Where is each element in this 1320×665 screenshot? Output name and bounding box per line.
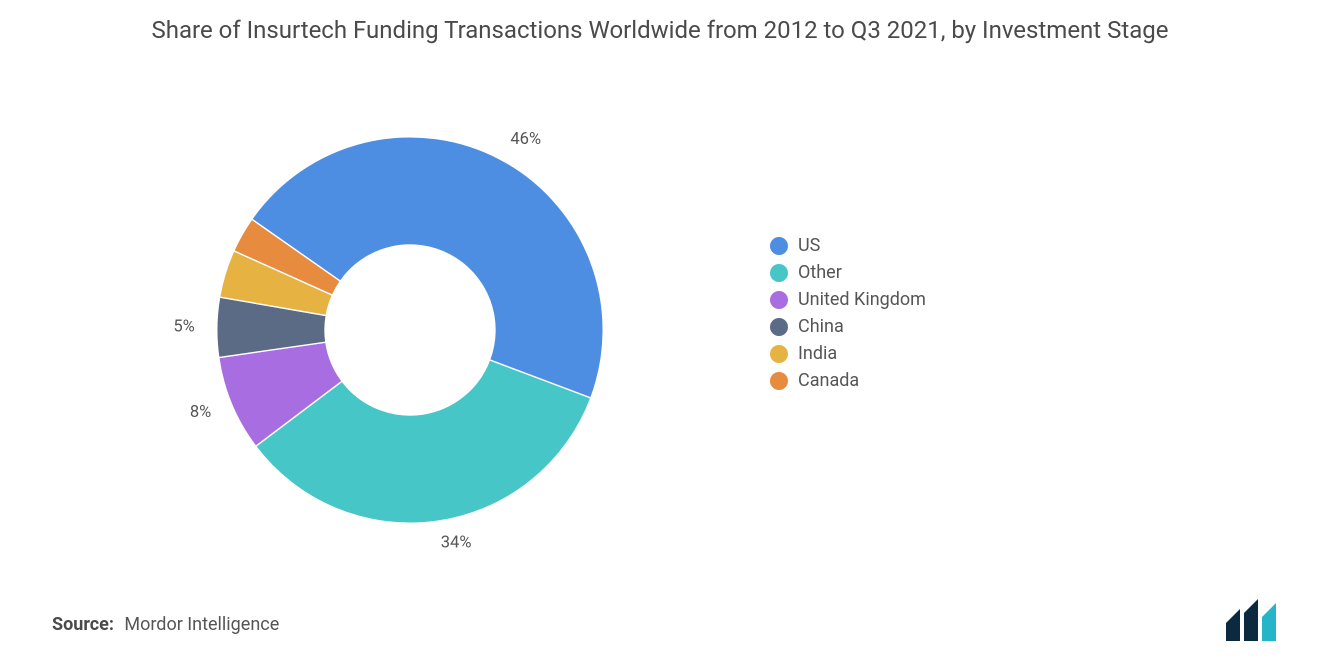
legend-label: Canada — [798, 370, 859, 391]
donut-svg: 46%34%8%5% — [180, 100, 640, 560]
legend: US Other United Kingdom China India Canada — [770, 235, 926, 397]
legend-item: United Kingdom — [770, 289, 926, 310]
source-attribution: Source: Mordor Intelligence — [52, 614, 279, 635]
slice-label: 34% — [441, 533, 472, 552]
legend-dot — [770, 264, 788, 282]
source-prefix: Source: — [52, 614, 114, 635]
chart-title: Share of Insurtech Funding Transactions … — [0, 14, 1320, 46]
slice-label: 46% — [510, 130, 541, 149]
donut-chart: 46%34%8%5% — [180, 100, 640, 560]
legend-dot — [770, 345, 788, 363]
source-text: Mordor Intelligence — [124, 614, 279, 635]
legend-label: India — [798, 343, 837, 364]
slice-label: 8% — [190, 403, 211, 422]
legend-item: Other — [770, 262, 926, 283]
logo-bar-3 — [1262, 603, 1276, 641]
legend-dot — [770, 291, 788, 309]
legend-item: India — [770, 343, 926, 364]
legend-item: US — [770, 235, 926, 256]
legend-dot — [770, 372, 788, 390]
logo-bar-2 — [1244, 599, 1258, 641]
legend-label: United Kingdom — [798, 289, 926, 310]
legend-dot — [770, 318, 788, 336]
brand-logo — [1224, 599, 1284, 641]
legend-label: Other — [798, 262, 842, 283]
logo-bar-1 — [1226, 609, 1240, 641]
legend-item: Canada — [770, 370, 926, 391]
legend-item: China — [770, 316, 926, 337]
slice-label: 5% — [173, 317, 194, 336]
legend-label: China — [798, 316, 844, 337]
legend-label: US — [798, 235, 820, 256]
legend-dot — [770, 237, 788, 255]
